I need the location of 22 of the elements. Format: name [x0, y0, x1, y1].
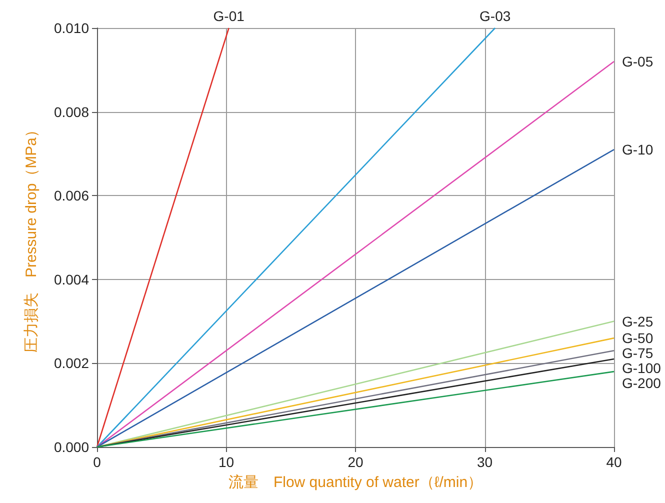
series-label: G-100 [622, 360, 662, 376]
y-axis-title: 圧力損失 Pressure drop（MPa） [23, 122, 40, 353]
series-label: G-200 [622, 375, 662, 392]
y-tick-label: 0.000 [54, 439, 90, 455]
x-axis-title: 流量 Flow quantity of water（ℓ/min） [228, 474, 483, 491]
y-tick-label: 0.004 [54, 271, 90, 288]
y-tick-label: 0.010 [54, 20, 90, 36]
series-label: G-01 [213, 8, 245, 24]
series-label: G-75 [622, 345, 654, 362]
x-tick-label: 20 [348, 454, 364, 470]
x-tick-label: 10 [218, 454, 234, 470]
series-label: G-50 [622, 330, 654, 346]
x-tick-label: 40 [606, 454, 622, 470]
x-tick-label: 0 [93, 454, 102, 470]
y-tick-label: 0.002 [54, 355, 90, 372]
series-label: G-25 [622, 313, 654, 330]
series-label: G-05 [622, 54, 654, 70]
x-tick-label: 30 [476, 454, 493, 470]
y-tick-label: 0.008 [54, 104, 90, 120]
series-label: G-03 [480, 8, 511, 24]
y-tick-label: 0.006 [54, 188, 90, 204]
series-label: G-10 [622, 142, 654, 158]
